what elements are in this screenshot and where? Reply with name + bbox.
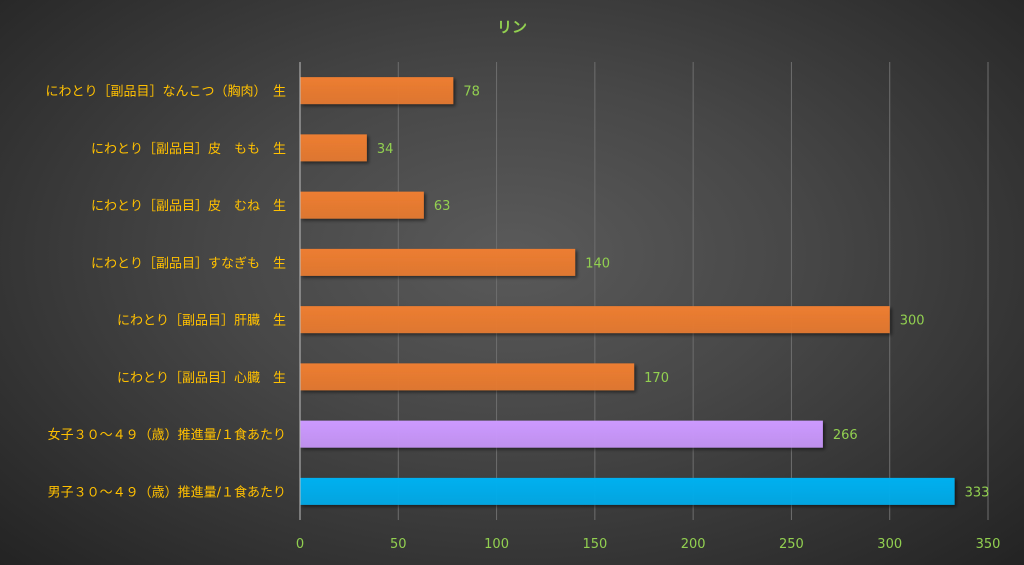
chart-title: リン	[497, 18, 527, 36]
x-tick-label: 0	[296, 537, 304, 552]
bars	[300, 77, 955, 505]
bar	[300, 306, 890, 334]
category-label: 男子３０～４９（歳）推進量/１食あたり	[48, 484, 286, 500]
data-label: 333	[965, 485, 990, 500]
data-label: 170	[644, 371, 669, 386]
axes: 0 50 100 150 200 250 300 350	[296, 62, 1001, 552]
category-label: にわとり［副品目］心臓 生	[117, 371, 286, 386]
bar	[300, 191, 424, 219]
category-label: 女子３０～４９（歳）推進量/１食あたり	[48, 427, 286, 443]
data-label: 78	[463, 85, 480, 100]
data-label: 266	[833, 428, 858, 443]
labels: にわとり［副品目］なんこつ（胸肉） 生 78 にわとり［副品目］皮 もも 生 34 にわ…	[45, 85, 989, 501]
bar	[300, 420, 823, 448]
category-label: にわとり［副品目］肝臓 生	[117, 314, 286, 329]
data-label: 63	[434, 199, 451, 214]
x-tick-label: 350	[976, 537, 1001, 552]
x-tick-label: 250	[779, 537, 804, 552]
bar	[300, 248, 576, 276]
category-label: にわとり［副品目］なんこつ（胸肉） 生	[45, 85, 286, 100]
category-label: にわとり［副品目］皮 もも 生	[91, 142, 286, 157]
x-tick-label: 150	[582, 537, 607, 552]
category-label: にわとり［副品目］皮 むね 生	[91, 199, 286, 214]
data-label: 300	[900, 314, 925, 329]
x-tick-label: 300	[877, 537, 902, 552]
bar	[300, 477, 955, 505]
category-label: にわとり［副品目］すなぎも 生	[91, 256, 286, 271]
bar	[300, 77, 454, 105]
gridlines	[397, 62, 989, 520]
data-label: 34	[377, 142, 394, 157]
x-tick-label: 50	[390, 537, 407, 552]
bar	[300, 363, 635, 391]
data-label: 140	[585, 256, 610, 271]
x-tick-label: 200	[681, 537, 706, 552]
bar	[300, 134, 367, 162]
x-tick-label: 100	[484, 537, 509, 552]
